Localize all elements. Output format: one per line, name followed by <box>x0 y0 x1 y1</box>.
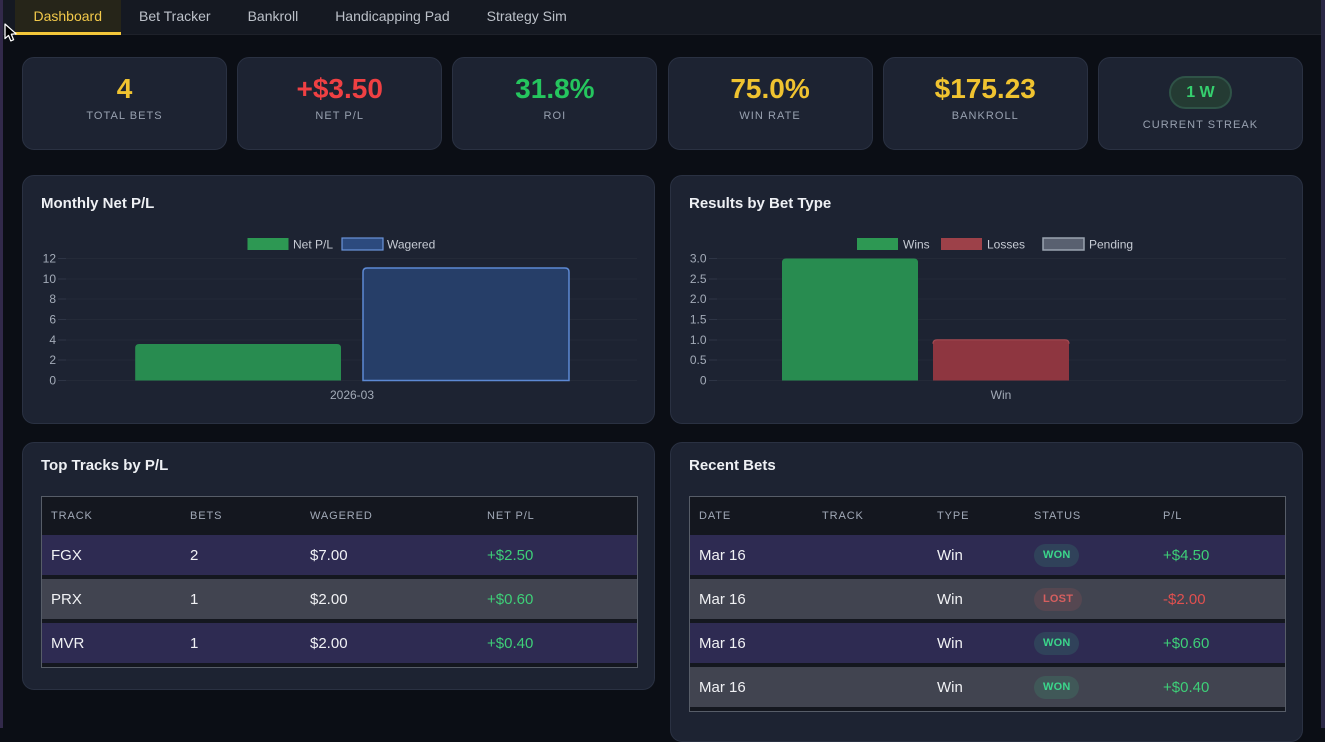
svg-text:1.0: 1.0 <box>690 333 707 347</box>
svg-text:10: 10 <box>43 272 57 286</box>
svg-text:0: 0 <box>49 374 56 388</box>
svg-text:2.5: 2.5 <box>690 272 707 286</box>
svg-text:Wins: Wins <box>903 238 930 252</box>
svg-text:1.5: 1.5 <box>690 313 707 327</box>
svg-text:12: 12 <box>43 252 57 266</box>
svg-text:Losses: Losses <box>987 238 1025 252</box>
svg-text:8: 8 <box>49 292 56 306</box>
svg-text:4: 4 <box>49 333 56 347</box>
svg-text:Win: Win <box>991 388 1012 402</box>
svg-text:2026-03: 2026-03 <box>330 388 374 402</box>
svg-text:0: 0 <box>700 374 707 388</box>
svg-text:6: 6 <box>49 313 56 327</box>
svg-text:Net P/L: Net P/L <box>293 238 333 252</box>
svg-text:Wagered: Wagered <box>387 238 435 252</box>
svg-text:3.0: 3.0 <box>690 252 707 266</box>
svg-text:Pending: Pending <box>1089 238 1133 252</box>
svg-text:2: 2 <box>49 353 56 367</box>
svg-text:0.5: 0.5 <box>690 353 707 367</box>
svg-text:2.0: 2.0 <box>690 292 707 306</box>
